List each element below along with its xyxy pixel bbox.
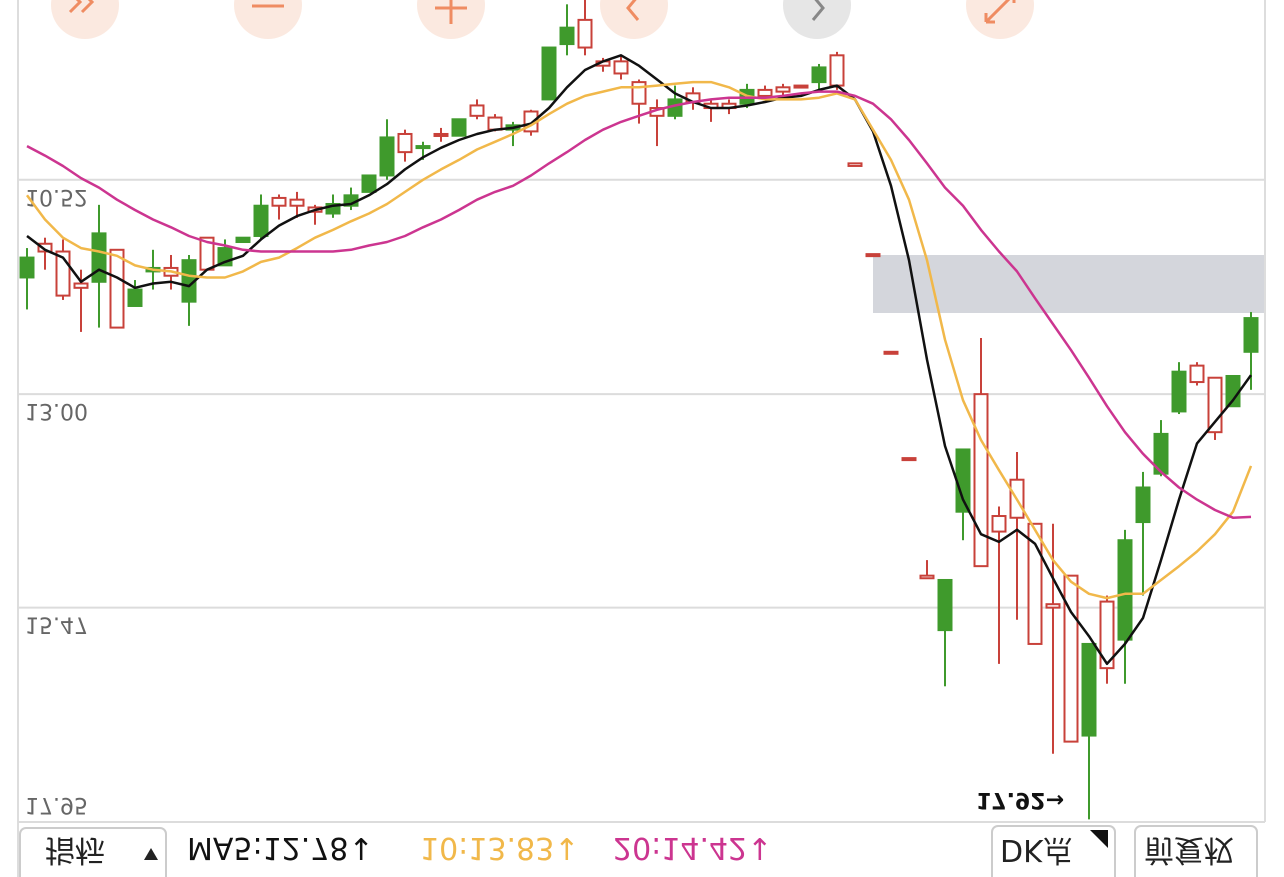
legend-entry: 10:13.83↓ xyxy=(420,830,579,865)
icon xyxy=(811,0,825,21)
candle-body xyxy=(361,174,377,193)
bottom-bar xyxy=(19,825,1258,877)
highlight-band xyxy=(873,255,1265,313)
candle-body xyxy=(91,232,107,283)
dk-label: DK点 xyxy=(1000,832,1073,867)
candle-body xyxy=(397,132,413,154)
indicator-label: 指标 xyxy=(45,832,105,867)
candle-body xyxy=(469,104,485,117)
y-tick-label: 15.47 xyxy=(25,612,88,637)
candle-body xyxy=(271,196,287,207)
candle-body xyxy=(1153,432,1169,475)
candle-body xyxy=(631,81,647,105)
candle-body xyxy=(559,26,575,46)
candle-body xyxy=(433,132,449,137)
candle-body xyxy=(541,46,557,101)
candle-body xyxy=(613,60,629,75)
candle-body xyxy=(415,145,431,150)
corner-mark xyxy=(1090,830,1108,848)
candle-body xyxy=(793,84,809,89)
moving-average-line xyxy=(26,90,1252,519)
candle-body xyxy=(1171,370,1187,413)
candle-body xyxy=(829,54,845,87)
candle-body xyxy=(451,118,467,137)
candle-body xyxy=(1189,364,1205,384)
next-button[interactable] xyxy=(783,0,851,39)
candle-body xyxy=(253,204,269,237)
moving-average-line xyxy=(25,80,1253,600)
prev-button[interactable] xyxy=(600,0,668,39)
candle-body xyxy=(937,578,953,632)
candle-body xyxy=(883,350,899,355)
candle-body xyxy=(955,448,971,513)
candle-body xyxy=(991,515,1007,533)
candle-body xyxy=(109,248,125,329)
legend-entry: 20:14.42↓ xyxy=(613,830,772,865)
icon xyxy=(984,0,1016,24)
candle-body xyxy=(757,88,773,97)
candle-body xyxy=(1027,522,1043,645)
y-tick-label: 13.00 xyxy=(25,398,88,423)
dk-button[interactable] xyxy=(991,825,1116,877)
candle-body xyxy=(37,242,53,253)
icon xyxy=(626,0,640,21)
adjust-button[interactable] xyxy=(1134,825,1258,877)
icon xyxy=(435,0,467,24)
zoom-out-button[interactable] xyxy=(234,0,302,39)
candle-body xyxy=(865,253,881,258)
candle-body xyxy=(127,288,143,307)
candle-body xyxy=(811,66,827,84)
candle-body xyxy=(1243,317,1259,353)
adjust-label: 前复权 xyxy=(1144,832,1234,867)
candle-body xyxy=(19,256,35,279)
indicator-button[interactable] xyxy=(19,827,167,877)
max-annotation: 17.92→ xyxy=(976,787,1064,812)
dropdown-icon xyxy=(144,848,158,860)
candle-body xyxy=(1207,376,1223,434)
candle-body xyxy=(973,393,989,568)
candle-body xyxy=(901,457,917,462)
candle-body xyxy=(577,18,593,49)
y-tick-label: 17.95 xyxy=(25,792,88,817)
candle-body xyxy=(1117,539,1133,641)
candle-body xyxy=(847,162,863,167)
icon xyxy=(68,0,95,14)
fullscreen-button[interactable] xyxy=(966,0,1034,39)
candle-body xyxy=(235,236,251,244)
candle-body xyxy=(1063,574,1079,743)
candle-body xyxy=(1045,603,1061,609)
candle-body xyxy=(919,574,935,580)
candle-body xyxy=(487,116,503,131)
fast-back-button[interactable] xyxy=(51,0,119,39)
toolbar xyxy=(51,0,1034,39)
candle-body xyxy=(289,198,305,207)
candle-body xyxy=(73,282,89,289)
candle-body xyxy=(325,202,341,215)
candle-body xyxy=(1135,486,1151,524)
legend-entry: MA5:12.78↓ xyxy=(187,830,374,865)
candle-body xyxy=(379,136,395,177)
y-tick-label: 10.52 xyxy=(25,184,88,209)
moving-average-line xyxy=(26,54,1253,666)
candle-body xyxy=(775,86,791,93)
candle-body xyxy=(1099,600,1115,670)
candle-body xyxy=(1081,642,1097,737)
